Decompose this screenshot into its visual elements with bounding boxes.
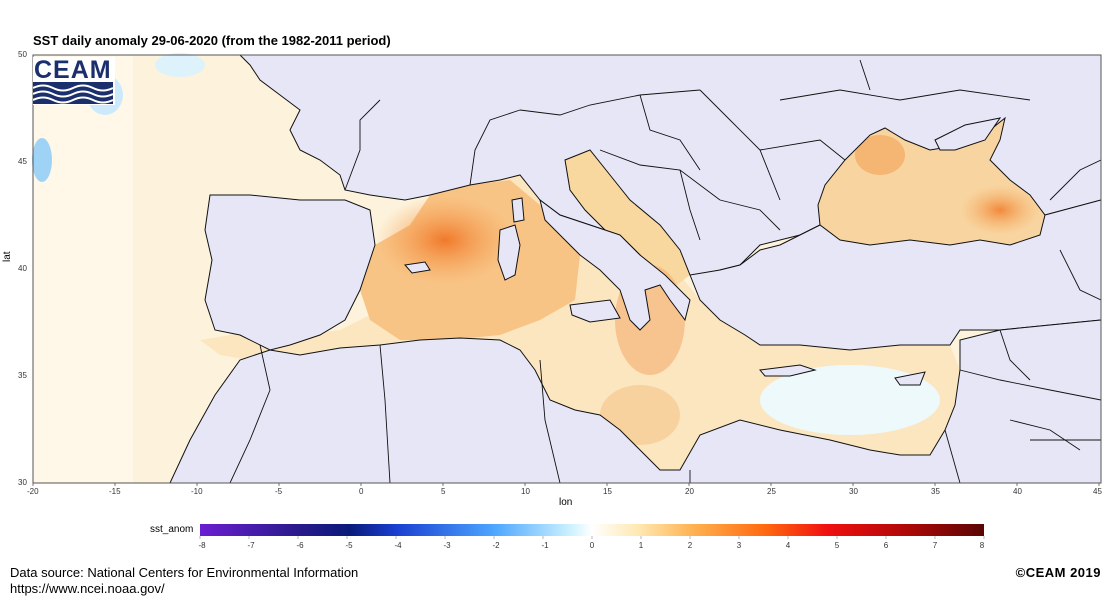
land-north-africa bbox=[169, 319, 1101, 483]
y-tick-label: 30 bbox=[18, 478, 27, 487]
island-cyprus bbox=[894, 371, 926, 386]
colorbar-tick-label: -6 bbox=[296, 541, 304, 550]
colorbar-tick-label: 6 bbox=[883, 541, 889, 550]
colorbar-tick-label: 8 bbox=[979, 541, 985, 550]
map-title: SST daily anomaly 29-06-2020 (from the 1… bbox=[33, 33, 391, 48]
x-tick-label: -10 bbox=[191, 487, 203, 496]
x-tick-label: 0 bbox=[359, 487, 364, 496]
colorbar-label: sst_anom bbox=[150, 524, 194, 535]
x-axis-label: lon bbox=[559, 497, 573, 508]
x-tick-label: 35 bbox=[931, 487, 940, 496]
x-tick-label: -5 bbox=[275, 487, 283, 496]
plot-frame bbox=[32, 54, 1102, 484]
x-tick-label: -20 bbox=[27, 487, 39, 496]
y-tick-label: 40 bbox=[18, 264, 27, 273]
levantine-cool bbox=[760, 365, 940, 435]
land-balkans-turkey bbox=[689, 199, 1101, 351]
colorbar-tick-label: 7 bbox=[932, 541, 938, 550]
copyright-text: ©CEAM 2019 bbox=[1015, 565, 1101, 580]
y-tick-label: 45 bbox=[18, 157, 27, 166]
country-borders bbox=[229, 59, 1101, 483]
colorbar-tick-label: 1 bbox=[638, 541, 644, 550]
x-tick-label: 40 bbox=[1013, 487, 1022, 496]
island-sicily bbox=[569, 299, 621, 323]
cool-patch bbox=[32, 138, 52, 182]
data-source-text: Data source: National Centers for Enviro… bbox=[10, 565, 359, 580]
colorbar-tick-label: -7 bbox=[247, 541, 255, 550]
colorbar-tick-label: 3 bbox=[736, 541, 742, 550]
y-axis-label: lat bbox=[2, 251, 13, 262]
data-source-url[interactable]: https://www.ncei.noaa.gov/ bbox=[10, 581, 165, 596]
colorbar-tick-label: -5 bbox=[345, 541, 353, 550]
x-tick-label: 20 bbox=[685, 487, 694, 496]
colorbar-tick-label: -4 bbox=[394, 541, 402, 550]
x-tick-label: 10 bbox=[521, 487, 530, 496]
x-tick-marks bbox=[32, 483, 1100, 486]
island-corsica bbox=[511, 197, 525, 223]
island-crete bbox=[759, 364, 817, 377]
ceam-logo: CEAM bbox=[33, 56, 115, 105]
y-tick-label: 50 bbox=[18, 50, 27, 59]
colorbar-tick-label: 2 bbox=[687, 541, 693, 550]
land-italy bbox=[539, 198, 691, 331]
colorbar-tick-label: 0 bbox=[589, 541, 595, 550]
island-balearic bbox=[404, 261, 431, 274]
y-tick-label: 35 bbox=[18, 371, 27, 380]
hot-spot-gulf-of-lion bbox=[375, 195, 515, 285]
adriatic-sea bbox=[565, 150, 690, 290]
x-tick-label: 5 bbox=[441, 487, 446, 496]
cool-patch bbox=[155, 53, 205, 77]
colorbar-tick-label: -2 bbox=[492, 541, 500, 550]
colorbar-tick-marks bbox=[199, 536, 985, 539]
colorbar-tick-label: 5 bbox=[834, 541, 840, 550]
colorbar-tick-label: 4 bbox=[785, 541, 791, 550]
colorbar-tick-label: -3 bbox=[443, 541, 451, 550]
island-crimea bbox=[934, 117, 1002, 151]
logo-text: CEAM bbox=[34, 56, 112, 84]
colorbar-tick-label: -1 bbox=[541, 541, 549, 550]
x-tick-label: 15 bbox=[603, 487, 612, 496]
hot-spot-black-sea-north bbox=[855, 135, 905, 175]
island-sardinia bbox=[497, 224, 521, 281]
colorbar-tick-label: -8 bbox=[198, 541, 206, 550]
x-tick-label: 30 bbox=[849, 487, 858, 496]
colorbar bbox=[200, 524, 984, 536]
hot-spot-black-sea bbox=[960, 185, 1040, 235]
x-tick-label: -15 bbox=[109, 487, 121, 496]
x-tick-label: 25 bbox=[767, 487, 776, 496]
logo-waves-icon bbox=[33, 82, 113, 104]
x-tick-label: 45 bbox=[1093, 487, 1102, 496]
ocean-atlantic-light bbox=[33, 55, 133, 483]
land-iberia bbox=[204, 194, 376, 351]
